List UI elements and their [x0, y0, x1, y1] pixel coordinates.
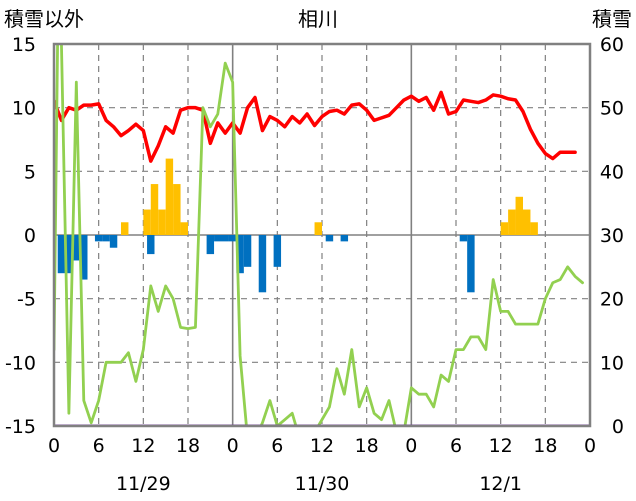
x-tick-label: 0 — [584, 435, 596, 457]
bar — [206, 235, 215, 255]
bar — [523, 209, 531, 235]
bar — [236, 235, 244, 274]
date-label: 11/29 — [116, 473, 171, 495]
bar — [94, 235, 103, 242]
bar — [158, 209, 166, 235]
chart-title: 相川 — [298, 7, 338, 31]
x-tick-label: 18 — [176, 435, 200, 457]
bar — [180, 222, 188, 235]
x-tick-label: 12 — [131, 435, 155, 457]
bar — [508, 209, 516, 235]
bar-series — [57, 158, 538, 293]
bar — [165, 158, 174, 235]
y-right-tick-label: 30 — [600, 225, 624, 247]
bar — [221, 235, 229, 242]
x-tick-label: 12 — [489, 435, 513, 457]
bar — [340, 235, 349, 242]
y-right-tick-label: 20 — [600, 289, 624, 311]
x-tick-label: 0 — [48, 435, 60, 457]
bar — [72, 235, 81, 261]
date-label: 11/30 — [295, 473, 350, 495]
bar — [109, 235, 118, 248]
y-left-tick-label: -15 — [5, 416, 36, 438]
y-left-tick-label: 0 — [24, 225, 36, 247]
bar — [314, 222, 322, 235]
bar — [500, 222, 509, 235]
y-left-tick-label: 10 — [12, 98, 36, 120]
bar — [147, 235, 155, 255]
y-left-tick-label: -5 — [17, 289, 36, 311]
y-left-tick-label: 15 — [12, 34, 36, 56]
bar — [325, 235, 334, 242]
y-left-axis-label: 積雪以外 — [4, 7, 84, 31]
bar — [121, 222, 129, 235]
bar — [102, 235, 110, 242]
x-tick-label: 0 — [405, 435, 417, 457]
line-series — [54, 44, 590, 426]
y-right-tick-label: 50 — [600, 98, 624, 120]
bar — [80, 235, 88, 280]
y-left-tick-labels: 15 10 5 0 -5 -10 -15 — [5, 34, 36, 438]
x-tick-label: 18 — [533, 435, 557, 457]
bar — [467, 235, 475, 293]
y-right-tick-labels: 60 50 40 30 20 10 0 — [600, 34, 624, 438]
date-labels: 11/29 11/30 12/1 — [116, 473, 522, 495]
bar — [530, 222, 538, 235]
series-line-1 — [54, 44, 584, 426]
bar — [143, 209, 151, 235]
y-left-tick-label: 5 — [24, 161, 36, 183]
bar — [459, 235, 468, 242]
y-right-tick-label: 10 — [600, 352, 624, 374]
bar — [228, 235, 237, 242]
y-left-tick-label: -10 — [5, 352, 36, 374]
plot-frame — [52, 42, 592, 428]
date-label: 12/1 — [479, 473, 522, 495]
x-tick-label: 12 — [310, 435, 334, 457]
x-tick-label: 6 — [271, 435, 283, 457]
y-right-tick-label: 60 — [600, 34, 624, 56]
x-tick-label: 6 — [450, 435, 462, 457]
bar — [243, 235, 252, 267]
x-tick-label: 0 — [227, 435, 239, 457]
y-right-axis-label: 積雪 — [592, 7, 632, 31]
bar — [515, 196, 523, 235]
bar — [273, 235, 282, 267]
y-right-tick-label: 40 — [600, 161, 624, 183]
bar — [173, 184, 181, 235]
bar — [214, 235, 222, 242]
bar — [150, 184, 159, 235]
x-tick-label: 18 — [355, 435, 379, 457]
bar — [57, 235, 66, 274]
bar — [65, 235, 73, 274]
x-tick-label: 6 — [93, 435, 105, 457]
plot-border — [52, 42, 592, 428]
x-tick-labels: 0 6 12 18 0 6 12 18 0 6 12 18 0 — [48, 435, 596, 457]
series-line-0 — [54, 90, 577, 163]
bar — [258, 235, 267, 293]
y-right-tick-label: 0 — [612, 416, 624, 438]
